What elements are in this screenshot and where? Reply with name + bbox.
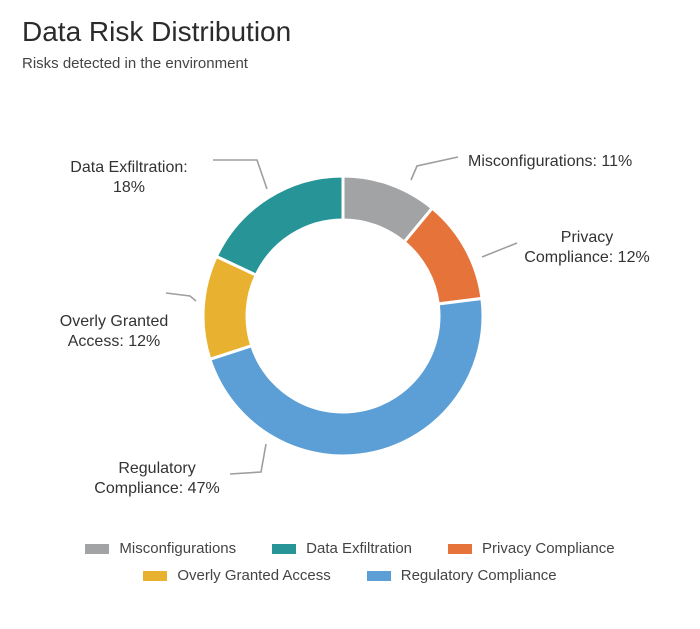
slice-label: Data Exfiltration: 18% (70, 159, 187, 196)
legend-label: Privacy Compliance (482, 540, 615, 557)
leader-line (165, 292, 197, 302)
slice-label-line: Access: 12% (68, 333, 160, 350)
legend-label: Misconfigurations (119, 540, 237, 557)
leader-line (410, 156, 459, 181)
legend-label: Data Exfiltration (306, 540, 413, 557)
legend-swatch (272, 543, 297, 554)
slice-label-line: Compliance: 12% (524, 249, 649, 266)
legend-swatch (448, 543, 473, 554)
legend-item-privacy-compliance: Privacy Compliance (448, 540, 615, 557)
legend-item-overly-granted-access: Overly Granted Access (143, 567, 331, 584)
slice-label-line: Overly Granted (60, 313, 168, 330)
slice-label-line: Misconfigurations: 11% (468, 153, 632, 170)
chart-subtitle: Risks detected in the environment (22, 55, 248, 72)
legend-label: Regulatory Compliance (400, 567, 557, 584)
chart-legend: Misconfigurations Data Exfiltration Priv… (0, 540, 700, 594)
slice-label: Privacy Compliance: 12% (524, 229, 649, 266)
slice-label: Overly Granted Access: 12% (60, 313, 168, 350)
slice-label-line: Compliance: 47% (94, 480, 219, 497)
leader-line (213, 159, 268, 190)
legend-item-regulatory-compliance: Regulatory Compliance (366, 567, 557, 584)
legend-item-data-exfiltration: Data Exfiltration (272, 540, 412, 557)
slice-label: Regulatory Compliance: 47% (94, 460, 219, 497)
legend-label: Overly Granted Access (177, 567, 331, 584)
slice-label-line: 18% (113, 179, 145, 196)
legend-row: Misconfigurations Data Exfiltration Priv… (0, 540, 700, 557)
legend-swatch (143, 570, 168, 581)
donut-slice-data-exfiltration (214, 174, 345, 278)
slice-label-line: Regulatory (118, 460, 195, 477)
slice-label-line: Privacy (561, 229, 613, 246)
legend-swatch (366, 570, 391, 581)
chart-title: Data Risk Distribution (22, 16, 292, 47)
leader-line (229, 443, 267, 475)
legend-row: Overly Granted Access Regulatory Complia… (0, 567, 700, 584)
leader-line (481, 242, 518, 258)
donut-slice-regulatory-compliance (207, 296, 485, 458)
slice-label: Misconfigurations: 11% (468, 153, 632, 170)
legend-swatch (85, 543, 110, 554)
slice-label-line: Data Exfiltration: (70, 159, 187, 176)
legend-item-misconfigurations: Misconfigurations (85, 540, 236, 557)
